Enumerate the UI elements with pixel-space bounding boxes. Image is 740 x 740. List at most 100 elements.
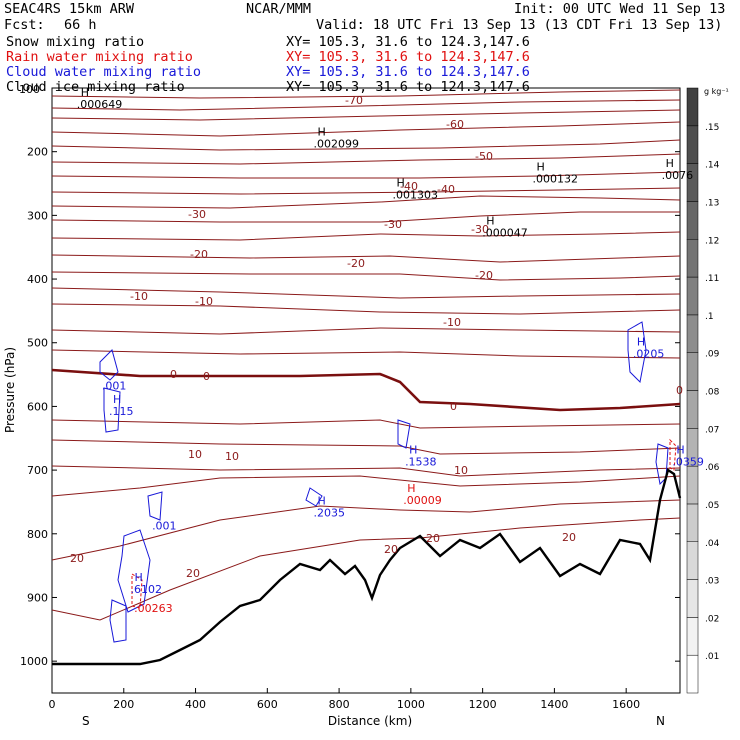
colorbar-cell — [686, 352, 699, 391]
colorbar-cell — [686, 87, 699, 127]
colorbar-cell — [686, 541, 699, 580]
colorbar-cell — [686, 390, 699, 429]
maximum-value: .6102 — [131, 583, 163, 596]
axes: 0 200 400 600 800 1000 1200 1400 160020030040050… — [20, 146, 680, 711]
isotherm-label: -30 — [471, 223, 489, 236]
maximum-value: .001303 — [393, 188, 439, 201]
terrain-profile — [52, 468, 682, 666]
maximum-value: .00263 — [134, 602, 173, 615]
field-xy-cloud-water: XY= 105.3, 31.6 to 124.3,147.6 — [286, 64, 530, 80]
colorbar-tick-label: .15 — [705, 123, 719, 133]
isotherm-label: -10 — [130, 290, 148, 303]
colorbar-unit: g kg⁻¹ — [704, 87, 729, 96]
cloud-water-contours — [99, 321, 677, 643]
maximum-marker: H — [409, 444, 417, 457]
field-label-cloud-ice: Cloud ice mixing ratio — [6, 79, 185, 95]
maximum-marker: H — [536, 160, 544, 173]
cloud-water-contour — [397, 419, 411, 449]
maxima-labels: H.000649H.002099H.001303H.000047H.000132… — [77, 86, 704, 615]
maximum-marker: H — [81, 86, 89, 99]
field-label-rain: Rain water mixing ratio — [6, 49, 193, 65]
isotherm-label: -30 — [188, 208, 206, 221]
terrain-line — [52, 468, 682, 666]
isotherm-line — [51, 517, 681, 621]
isotherm-line — [51, 475, 681, 497]
valid-time: Valid: 18 UTC Fri 13 Sep 13 (13 CDT Fri … — [316, 17, 723, 33]
y-top-tick-label: 100 — [19, 83, 40, 96]
isotherm-line — [51, 99, 681, 111]
contour-labels: -70 -60 -50 -40 -40 -30 -30 -30 -20 -20 -20 -10 -10 -… — [70, 94, 683, 580]
cloud-water-contour — [103, 387, 121, 433]
isotherm-contours — [51, 89, 681, 621]
colorbar-cell — [686, 201, 699, 240]
isotherm-label: 20 — [70, 552, 84, 565]
y-tick-label: 1000 — [20, 655, 48, 668]
isotherm-label: 0 — [170, 368, 177, 381]
maximum-value: .000132 — [532, 172, 578, 185]
isotherm-label: 0 — [450, 400, 457, 413]
colorbar-cell — [686, 617, 699, 656]
colorbar-cell — [686, 654, 699, 694]
y-tick-label: 800 — [27, 528, 48, 541]
colorbar-cell — [686, 579, 699, 618]
x-tick-label: 1600 — [612, 698, 640, 711]
cloud-water-contour — [99, 349, 119, 381]
isotherm-label: -50 — [475, 150, 493, 163]
isotherm-label: -40 — [437, 183, 455, 196]
x-tick-label: 1200 — [469, 698, 497, 711]
colorbar-tick-label: .01 — [705, 652, 719, 662]
colorbar-tick-label: .08 — [705, 388, 720, 398]
colorbar-cell — [686, 465, 699, 505]
maximum-value: .1538 — [405, 456, 437, 469]
maximum-marker: H — [318, 495, 326, 508]
isotherm-line — [51, 499, 681, 561]
isotherm-line — [51, 139, 681, 151]
cloud-water-contour — [147, 491, 163, 521]
colorbar-tick-label: .04 — [705, 539, 720, 549]
y-tick-label: 700 — [27, 464, 48, 477]
field-xy-rain: XY= 105.3, 31.6 to 124.3,147.6 — [286, 49, 530, 65]
isotherm-label: 20 — [384, 543, 398, 556]
colorbar-cell — [686, 314, 699, 353]
colorbar-tick-label: .12 — [705, 236, 719, 246]
maximum-value: .115 — [109, 405, 133, 418]
y-tick-label: 900 — [27, 591, 48, 604]
maximum-value: .0205 — [633, 347, 665, 360]
isotherm-label: 20 — [426, 532, 440, 545]
south-label: S — [82, 714, 90, 728]
plot-frame — [51, 87, 681, 694]
isotherm-line — [51, 211, 680, 223]
x-tick-label: 800 — [329, 698, 350, 711]
maximum-value: .0359 — [672, 456, 704, 469]
isotherm-line — [51, 89, 681, 99]
isotherm-line — [51, 171, 681, 179]
colorbar-tick-label: .14 — [705, 161, 720, 171]
x-tick-label: 600 — [257, 698, 278, 711]
isotherm-label: 10 — [225, 450, 239, 463]
cloud-water-contour — [109, 599, 127, 643]
x-tick-label: 200 — [113, 698, 134, 711]
y-tick-label: 200 — [27, 146, 48, 159]
maximum-marker: H — [318, 125, 326, 138]
isotherm-label: 20 — [562, 531, 576, 544]
center-label: NCAR/MMM — [246, 1, 312, 17]
maximum-value: .000047 — [482, 226, 528, 239]
isotherm-line — [51, 254, 681, 263]
isotherm-label: 0 — [676, 384, 683, 397]
cloud-water-contour — [655, 443, 669, 486]
isotherm-line — [51, 121, 681, 137]
colorbar-cell — [686, 125, 699, 164]
isotherm-line — [51, 231, 681, 241]
rain-water-contour — [131, 573, 143, 609]
isotherm-label: -70 — [345, 94, 363, 107]
isotherm-line — [51, 419, 681, 429]
cloud-water-contour — [117, 529, 151, 613]
isotherm-label: -60 — [446, 118, 464, 131]
field-label-cloud-water: Cloud water mixing ratio — [6, 64, 202, 80]
fcst-label: Fcst: — [4, 17, 45, 33]
cloud-water-contour — [627, 321, 647, 384]
colorbar-tick-label: .13 — [705, 198, 719, 208]
colorbar-cell — [686, 239, 699, 278]
isotherm-label: -40 — [400, 180, 418, 193]
maximum-marker: H — [637, 335, 645, 348]
